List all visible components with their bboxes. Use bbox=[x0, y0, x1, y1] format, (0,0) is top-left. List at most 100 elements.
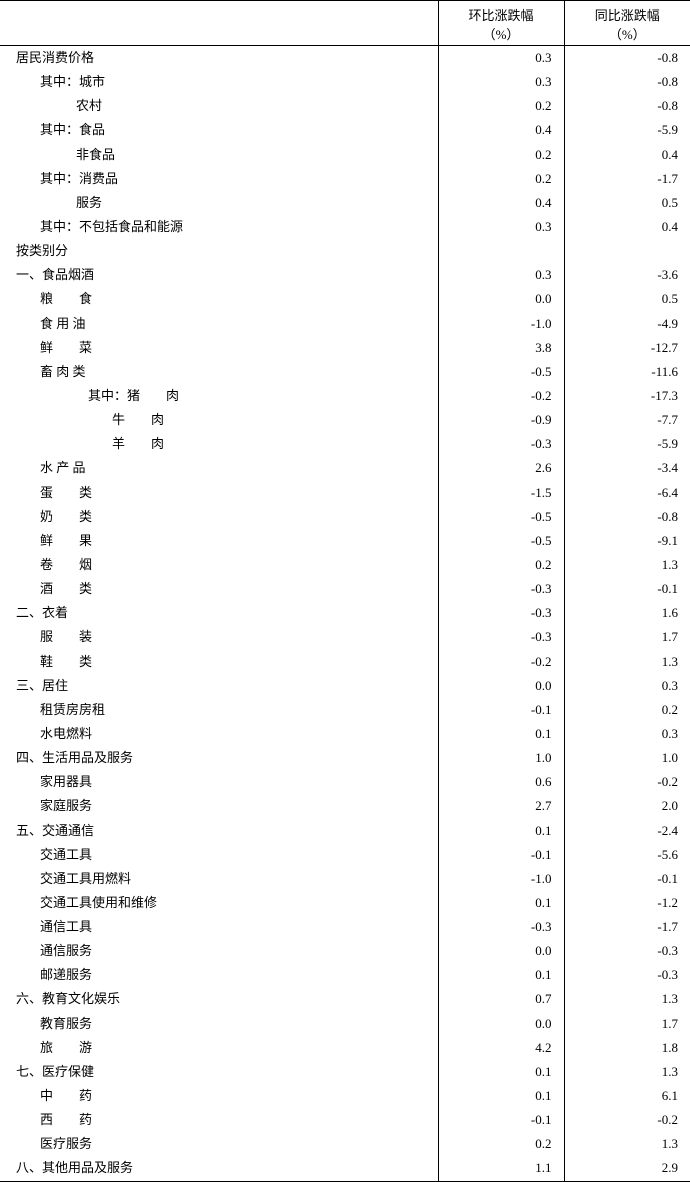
row-mom-value: 0.1 bbox=[438, 1060, 564, 1084]
row-label: 食 用 油 bbox=[0, 312, 438, 336]
row-label: 医疗服务 bbox=[0, 1132, 438, 1156]
row-yoy-value: -6.4 bbox=[564, 481, 690, 505]
row-yoy-value: 1.3 bbox=[564, 650, 690, 674]
row-yoy-value: 1.7 bbox=[564, 625, 690, 649]
row-label: 其中：食品 bbox=[0, 118, 438, 142]
table-row: 其中：消费品0.2-1.7 bbox=[0, 167, 690, 191]
row-label: 交通工具使用和维修 bbox=[0, 891, 438, 915]
row-mom-value: 1.1 bbox=[438, 1156, 564, 1181]
row-mom-value: 0.1 bbox=[438, 963, 564, 987]
row-yoy-value: 0.3 bbox=[564, 674, 690, 698]
row-yoy-value: -0.3 bbox=[564, 939, 690, 963]
table-row: 鲜 果-0.5-9.1 bbox=[0, 529, 690, 553]
row-mom-value: 0.2 bbox=[438, 143, 564, 167]
row-yoy-value: 1.6 bbox=[564, 601, 690, 625]
table-row: 其中：城市0.3-0.8 bbox=[0, 70, 690, 94]
header-yoy-line1: 同比涨跌幅 bbox=[571, 5, 685, 24]
header-mom-line2: （%） bbox=[445, 24, 558, 43]
table-row: 交通工具用燃料-1.0-0.1 bbox=[0, 867, 690, 891]
row-mom-value: 0.1 bbox=[438, 722, 564, 746]
table-row: 非食品0.20.4 bbox=[0, 143, 690, 167]
row-yoy-value: -0.1 bbox=[564, 577, 690, 601]
row-mom-value: 0.1 bbox=[438, 819, 564, 843]
row-mom-value: -0.5 bbox=[438, 529, 564, 553]
row-label: 八、其他用品及服务 bbox=[0, 1156, 438, 1181]
table-row: 羊 肉-0.3-5.9 bbox=[0, 432, 690, 456]
row-mom-value: 0.2 bbox=[438, 553, 564, 577]
row-yoy-value: -0.8 bbox=[564, 46, 690, 71]
row-yoy-value: -0.8 bbox=[564, 94, 690, 118]
table-row: 按类别分 bbox=[0, 239, 690, 263]
row-yoy-value: -1.7 bbox=[564, 167, 690, 191]
row-yoy-value: 0.4 bbox=[564, 215, 690, 239]
table-row: 六、教育文化娱乐0.71.3 bbox=[0, 987, 690, 1011]
row-yoy-value: 1.8 bbox=[564, 1036, 690, 1060]
row-yoy-value: -0.8 bbox=[564, 70, 690, 94]
row-mom-value: 4.2 bbox=[438, 1036, 564, 1060]
row-yoy-value: 6.1 bbox=[564, 1084, 690, 1108]
row-label: 羊 肉 bbox=[0, 432, 438, 456]
row-yoy-value: 1.3 bbox=[564, 987, 690, 1011]
row-label: 水 产 品 bbox=[0, 456, 438, 480]
table-row: 八、其他用品及服务1.12.9 bbox=[0, 1156, 690, 1181]
row-label: 酒 类 bbox=[0, 577, 438, 601]
table-row: 邮递服务0.1-0.3 bbox=[0, 963, 690, 987]
row-label: 其中：城市 bbox=[0, 70, 438, 94]
row-yoy-value bbox=[564, 239, 690, 263]
row-mom-value: 0.4 bbox=[438, 191, 564, 215]
row-mom-value: 0.7 bbox=[438, 987, 564, 1011]
row-yoy-value: 0.2 bbox=[564, 698, 690, 722]
row-label: 水电燃料 bbox=[0, 722, 438, 746]
row-mom-value: 0.2 bbox=[438, 1132, 564, 1156]
row-label: 中 药 bbox=[0, 1084, 438, 1108]
table-row: 交通工具使用和维修0.1-1.2 bbox=[0, 891, 690, 915]
row-mom-value: -0.3 bbox=[438, 432, 564, 456]
row-label: 鞋 类 bbox=[0, 650, 438, 674]
table-row: 通信工具-0.3-1.7 bbox=[0, 915, 690, 939]
row-yoy-value: -0.1 bbox=[564, 867, 690, 891]
row-label: 其中：消费品 bbox=[0, 167, 438, 191]
row-label: 五、交通通信 bbox=[0, 819, 438, 843]
table-row: 交通工具-0.1-5.6 bbox=[0, 843, 690, 867]
row-label: 邮递服务 bbox=[0, 963, 438, 987]
table-row: 奶 类-0.5-0.8 bbox=[0, 505, 690, 529]
row-label: 服 装 bbox=[0, 625, 438, 649]
row-mom-value: 0.3 bbox=[438, 46, 564, 71]
row-yoy-value: -12.7 bbox=[564, 336, 690, 360]
row-label: 畜 肉 类 bbox=[0, 360, 438, 384]
row-yoy-value: -4.9 bbox=[564, 312, 690, 336]
row-label: 家用器具 bbox=[0, 770, 438, 794]
row-mom-value: 0.3 bbox=[438, 263, 564, 287]
row-yoy-value: 1.7 bbox=[564, 1012, 690, 1036]
row-mom-value: -0.1 bbox=[438, 843, 564, 867]
row-mom-value: -0.3 bbox=[438, 915, 564, 939]
row-mom-value: -1.5 bbox=[438, 481, 564, 505]
row-yoy-value: 2.9 bbox=[564, 1156, 690, 1181]
row-yoy-value: 1.3 bbox=[564, 553, 690, 577]
row-label: 七、医疗保健 bbox=[0, 1060, 438, 1084]
row-label: 四、生活用品及服务 bbox=[0, 746, 438, 770]
cpi-table: 环比涨跌幅 （%） 同比涨跌幅 （%） 居民消费价格0.3-0.8其中：城市0.… bbox=[0, 0, 690, 1182]
row-yoy-value: 2.0 bbox=[564, 794, 690, 818]
row-mom-value: -0.2 bbox=[438, 384, 564, 408]
row-yoy-value: -1.7 bbox=[564, 915, 690, 939]
row-mom-value bbox=[438, 239, 564, 263]
row-label: 其中：猪 肉 bbox=[0, 384, 438, 408]
row-mom-value: 0.1 bbox=[438, 891, 564, 915]
table-row: 酒 类-0.3-0.1 bbox=[0, 577, 690, 601]
row-mom-value: 2.7 bbox=[438, 794, 564, 818]
row-label: 鲜 菜 bbox=[0, 336, 438, 360]
table-row: 租赁房房租-0.10.2 bbox=[0, 698, 690, 722]
table-row: 四、生活用品及服务1.01.0 bbox=[0, 746, 690, 770]
table-row: 粮 食0.00.5 bbox=[0, 287, 690, 311]
table-row: 二、衣着-0.31.6 bbox=[0, 601, 690, 625]
row-yoy-value: 1.3 bbox=[564, 1060, 690, 1084]
row-mom-value: -0.5 bbox=[438, 505, 564, 529]
row-yoy-value: -0.8 bbox=[564, 505, 690, 529]
table-row: 医疗服务0.21.3 bbox=[0, 1132, 690, 1156]
row-mom-value: 0.3 bbox=[438, 215, 564, 239]
row-mom-value: 2.6 bbox=[438, 456, 564, 480]
row-mom-value: 3.8 bbox=[438, 336, 564, 360]
table-body: 居民消费价格0.3-0.8其中：城市0.3-0.8农村0.2-0.8其中：食品0… bbox=[0, 46, 690, 1182]
row-yoy-value: 1.3 bbox=[564, 1132, 690, 1156]
